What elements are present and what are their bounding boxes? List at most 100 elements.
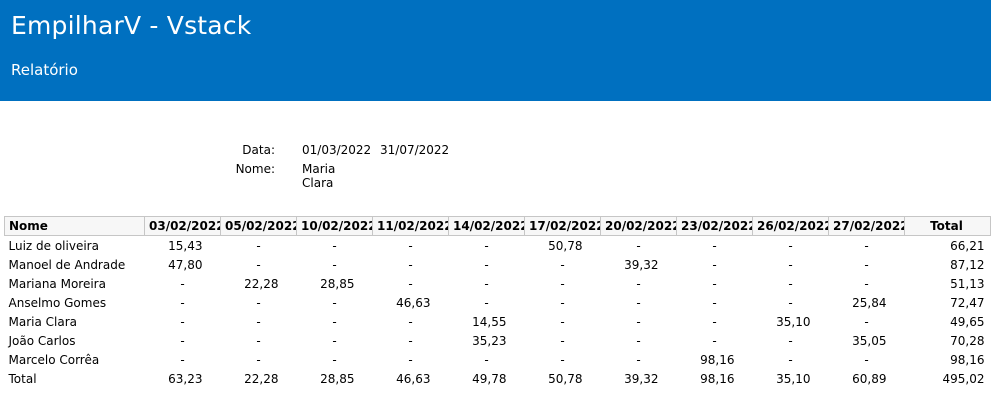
column-header: 14/02/2022 — [448, 216, 525, 236]
value-cell: 50,78 — [548, 238, 583, 253]
value-cell: - — [788, 257, 793, 272]
value-cell: - — [560, 295, 565, 310]
row-total-cell: 98,16 — [950, 352, 985, 367]
column-header: 23/02/2022 — [676, 216, 753, 236]
value-cell: - — [636, 352, 641, 367]
value-cell: - — [788, 333, 793, 348]
value-cell: - — [332, 257, 337, 272]
value-cell: - — [560, 276, 565, 291]
report-subtitle: Relatório — [11, 61, 78, 79]
value-cell: - — [864, 257, 869, 272]
table-row: Anselmo Gomes - - - 46,63 - - - - - 25,84 72,47 — [5, 293, 991, 312]
value-cell: 22,28 — [244, 276, 279, 291]
name-value: Maria Clara — [302, 162, 336, 190]
table-row: Luiz de oliveira 15,43 - - - - 50,78 - - - - 66,21 — [5, 236, 991, 256]
value-cell: - — [712, 333, 717, 348]
value-cell: - — [408, 276, 413, 291]
row-name-cell: Mariana Moreira — [8, 276, 106, 291]
value-cell: - — [864, 276, 869, 291]
value-cell: 98,16 — [700, 371, 735, 386]
value-cell: 46,63 — [396, 371, 431, 386]
value-cell: - — [408, 352, 413, 367]
value-cell: - — [408, 257, 413, 272]
value-cell: 15,43 — [168, 238, 203, 253]
column-header: Total — [904, 216, 991, 236]
value-cell: 50,78 — [548, 371, 583, 386]
column-header: 17/02/2022 — [524, 216, 601, 236]
value-cell: - — [256, 238, 261, 253]
table-row: Marcelo Corrêa - - - - - - - 98,16 - - 98,16 — [5, 350, 991, 369]
value-cell: - — [484, 295, 489, 310]
date-label: Data: — [242, 143, 275, 157]
value-cell: 35,10 — [776, 371, 811, 386]
value-cell: 28,85 — [320, 276, 355, 291]
app-title: EmpilharV - Vstack — [11, 11, 252, 40]
value-cell: - — [332, 238, 337, 253]
row-total-cell: 66,21 — [950, 238, 985, 253]
value-cell: - — [636, 276, 641, 291]
value-cell: 35,10 — [776, 314, 811, 329]
value-cell: 63,23 — [168, 371, 203, 386]
row-name-cell: Luiz de oliveira — [8, 238, 99, 253]
value-cell: - — [256, 314, 261, 329]
column-header: 26/02/2022 — [752, 216, 829, 236]
column-header: 03/02/2022 — [144, 216, 221, 236]
value-cell: - — [636, 314, 641, 329]
value-cell: - — [864, 314, 869, 329]
value-cell: - — [560, 352, 565, 367]
value-cell: - — [332, 295, 337, 310]
value-cell: - — [636, 238, 641, 253]
value-cell: - — [332, 352, 337, 367]
header-banner: EmpilharV - Vstack Relatório — [0, 0, 991, 101]
value-cell: - — [408, 333, 413, 348]
value-cell: - — [256, 295, 261, 310]
value-cell: - — [560, 314, 565, 329]
value-cell: - — [256, 333, 261, 348]
table-row: Maria Clara - - - - 14,55 - - - 35,10 - 49,65 — [5, 312, 991, 331]
date-from: 01/03/2022 — [302, 143, 372, 157]
column-header: 27/02/2022 — [828, 216, 905, 236]
value-cell: - — [484, 238, 489, 253]
value-cell: 98,16 — [700, 352, 735, 367]
value-cell: - — [864, 352, 869, 367]
row-total-cell: 87,12 — [950, 257, 985, 272]
value-cell: - — [788, 295, 793, 310]
value-cell: 22,28 — [244, 371, 279, 386]
date-to: 31/07/2022 — [380, 143, 450, 157]
value-cell: 39,32 — [624, 371, 659, 386]
row-name-cell: Manoel de Andrade — [8, 257, 126, 272]
value-cell: - — [408, 238, 413, 253]
value-cell: - — [180, 295, 185, 310]
value-cell: - — [636, 295, 641, 310]
value-cell: - — [712, 314, 717, 329]
column-header: 20/02/2022 — [600, 216, 677, 236]
value-cell: - — [712, 276, 717, 291]
row-name-cell: João Carlos — [8, 333, 76, 348]
value-cell: 49,78 — [472, 371, 507, 386]
row-name-cell: Total — [8, 371, 37, 386]
row-name-cell: Anselmo Gomes — [8, 295, 107, 310]
value-cell: - — [560, 257, 565, 272]
table-row: João Carlos - - - - 35,23 - - - - 35,05 70,28 — [5, 331, 991, 350]
value-cell: - — [180, 276, 185, 291]
column-header: 10/02/2022 — [296, 216, 373, 236]
value-cell: - — [712, 257, 717, 272]
name-label: Nome: — [235, 162, 275, 176]
value-cell: - — [636, 333, 641, 348]
row-name-cell: Marcelo Corrêa — [8, 352, 100, 367]
column-header: Nome — [4, 216, 145, 236]
value-cell: 46,63 — [396, 295, 431, 310]
value-cell: 47,80 — [168, 257, 203, 272]
value-cell: - — [864, 238, 869, 253]
row-name-cell: Maria Clara — [8, 314, 78, 329]
row-total-cell: 49,65 — [950, 314, 985, 329]
value-cell: 28,85 — [320, 371, 355, 386]
value-cell: - — [712, 238, 717, 253]
value-cell: 60,89 — [852, 371, 887, 386]
value-cell: - — [788, 276, 793, 291]
report-table: Nome 03/02/2022 05/02/2022 10/02/2022 11… — [4, 216, 991, 388]
value-cell: - — [180, 314, 185, 329]
value-cell: - — [408, 314, 413, 329]
row-total-cell: 72,47 — [950, 295, 985, 310]
table-row: Mariana Moreira - 22,28 28,85 - - - - - - - 51,13 — [5, 274, 991, 293]
